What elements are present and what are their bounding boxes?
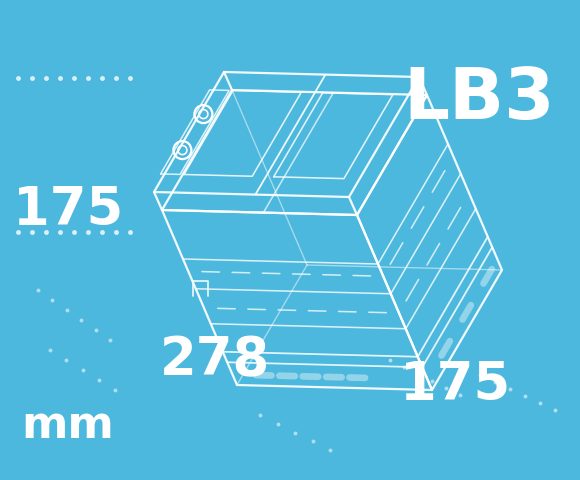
Text: 175: 175 xyxy=(400,359,510,411)
Point xyxy=(490,378,499,386)
Point xyxy=(520,392,530,400)
Point xyxy=(27,74,37,82)
Point xyxy=(97,228,107,236)
Point xyxy=(125,74,135,82)
Point xyxy=(27,228,37,236)
Point xyxy=(48,296,57,304)
Point xyxy=(385,356,394,364)
Point xyxy=(55,74,64,82)
Point xyxy=(84,228,93,236)
Point xyxy=(427,377,437,385)
Point xyxy=(535,399,545,407)
Text: mm: mm xyxy=(21,404,114,446)
Point xyxy=(94,376,103,384)
Point xyxy=(13,228,23,236)
Point xyxy=(505,385,514,393)
Point xyxy=(308,437,317,445)
Point xyxy=(125,228,135,236)
Point xyxy=(455,391,465,399)
Point xyxy=(110,386,119,394)
Point xyxy=(41,228,50,236)
Point xyxy=(61,356,71,364)
Point xyxy=(91,326,100,334)
Text: 175: 175 xyxy=(13,184,123,236)
Point xyxy=(414,370,423,378)
Point xyxy=(400,363,409,371)
Point xyxy=(62,306,71,314)
Point xyxy=(273,420,282,428)
Point xyxy=(70,74,79,82)
Point xyxy=(325,446,335,454)
Point xyxy=(106,336,115,344)
Text: LB3: LB3 xyxy=(404,65,555,134)
Text: 278: 278 xyxy=(160,334,270,386)
Point xyxy=(70,228,79,236)
Point xyxy=(84,74,93,82)
Point xyxy=(78,366,87,374)
Point xyxy=(255,411,264,419)
Point xyxy=(550,406,560,414)
Point xyxy=(97,74,107,82)
Point xyxy=(476,371,485,379)
Point xyxy=(111,228,121,236)
Point xyxy=(55,228,64,236)
Point xyxy=(441,384,451,392)
Point xyxy=(77,316,86,324)
Point xyxy=(34,286,43,294)
Point xyxy=(41,74,50,82)
Point xyxy=(291,429,300,436)
Point xyxy=(13,74,23,82)
Point xyxy=(45,346,55,354)
Point xyxy=(111,74,121,82)
